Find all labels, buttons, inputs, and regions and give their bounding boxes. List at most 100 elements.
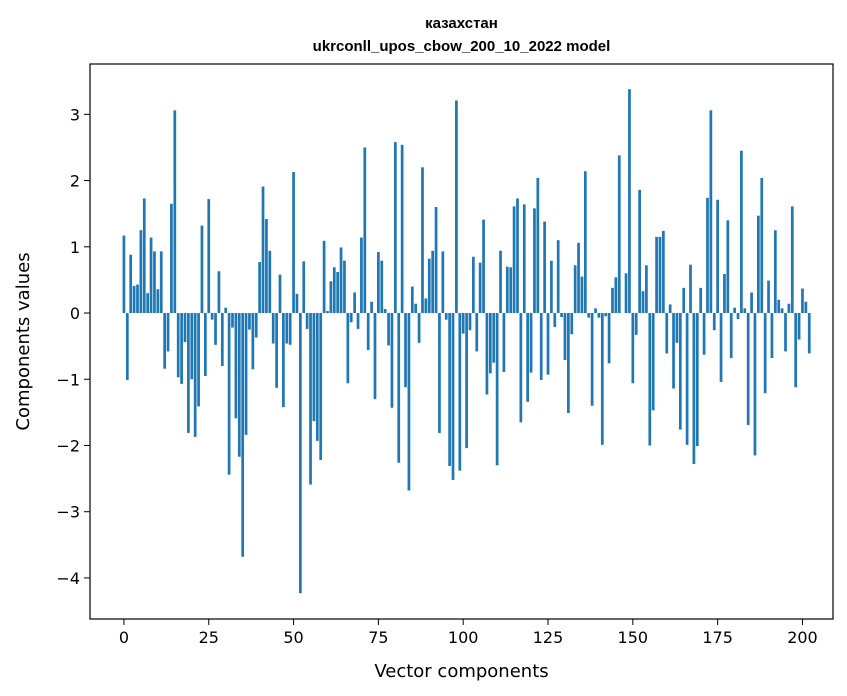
bar-46 xyxy=(278,274,282,314)
bar-153 xyxy=(641,291,645,314)
bar-173 xyxy=(709,110,713,314)
bar-106 xyxy=(482,219,485,314)
bar-67 xyxy=(349,313,353,323)
bar-68 xyxy=(353,292,356,314)
bar-6 xyxy=(142,198,146,314)
bar-101 xyxy=(465,313,468,449)
bar-75 xyxy=(377,252,380,314)
bar-120 xyxy=(529,313,533,373)
bar-0 xyxy=(122,235,126,314)
bar-197 xyxy=(790,206,794,314)
bar-134 xyxy=(577,242,580,314)
bar-117 xyxy=(519,313,523,423)
bar-151 xyxy=(634,313,638,335)
bar-165 xyxy=(682,287,686,314)
bar-64 xyxy=(339,247,343,314)
bar-162 xyxy=(672,313,675,389)
bar-2 xyxy=(129,254,133,314)
bar-44 xyxy=(271,313,275,344)
bar-130 xyxy=(563,313,567,361)
bar-192 xyxy=(773,230,777,314)
bar-195 xyxy=(784,313,787,352)
bar-179 xyxy=(729,313,733,359)
bar-27 xyxy=(214,313,217,345)
bar-108 xyxy=(488,313,492,374)
bar-39 xyxy=(254,313,258,338)
bar-21 xyxy=(193,313,197,437)
bar-100 xyxy=(461,313,465,334)
bar-17 xyxy=(180,313,183,384)
x-axis-label: Vector components xyxy=(374,661,548,682)
bar-99 xyxy=(458,313,462,471)
bar-12 xyxy=(163,313,166,369)
bar-22 xyxy=(197,313,200,407)
bar-198 xyxy=(794,313,798,388)
bar-118 xyxy=(522,204,526,314)
bar-138 xyxy=(590,313,594,406)
x-tick-label: 75 xyxy=(368,628,388,647)
bar-174 xyxy=(712,313,716,331)
bar-200 xyxy=(801,288,804,314)
bar-114 xyxy=(509,267,513,314)
bar-7 xyxy=(146,293,150,314)
bar-90 xyxy=(427,258,431,314)
bar-194 xyxy=(780,308,784,314)
bar-137 xyxy=(587,313,591,318)
bars-group xyxy=(122,89,811,594)
bar-182 xyxy=(740,150,743,314)
bar-145 xyxy=(614,277,618,314)
y-tick-label: 1 xyxy=(70,238,80,257)
bar-1 xyxy=(125,313,129,380)
bar-141 xyxy=(600,313,604,445)
bar-9 xyxy=(153,251,156,314)
bar-65 xyxy=(343,260,346,314)
bar-164 xyxy=(678,313,682,430)
y-tick-label: −3 xyxy=(56,503,80,522)
y-tick-label: 3 xyxy=(70,105,80,124)
bar-149 xyxy=(628,89,631,314)
bar-180 xyxy=(733,307,736,314)
bar-103 xyxy=(472,256,475,314)
bar-45 xyxy=(275,313,278,388)
bar-132 xyxy=(570,313,574,335)
y-tick-label: −1 xyxy=(56,370,80,389)
bar-62 xyxy=(332,267,336,314)
bar-14 xyxy=(170,203,173,314)
bar-168 xyxy=(692,313,696,465)
bar-24 xyxy=(203,313,207,376)
bar-186 xyxy=(753,313,757,456)
bar-69 xyxy=(356,313,360,329)
bar-38 xyxy=(251,313,255,370)
bar-177 xyxy=(723,273,726,314)
bar-159 xyxy=(662,230,665,314)
bar-178 xyxy=(726,220,730,314)
bar-135 xyxy=(580,276,584,314)
bar-115 xyxy=(512,206,516,314)
bar-126 xyxy=(550,260,553,314)
bar-25 xyxy=(207,199,211,314)
bar-187 xyxy=(757,215,760,314)
bar-105 xyxy=(478,262,482,314)
bar-170 xyxy=(699,287,703,314)
x-tick-label: 200 xyxy=(787,628,818,647)
bar-60 xyxy=(326,311,329,314)
bar-107 xyxy=(485,313,489,395)
bar-190 xyxy=(767,280,770,314)
bar-55 xyxy=(309,313,312,485)
bar-57 xyxy=(315,313,319,441)
bar-124 xyxy=(543,221,546,314)
bar-92 xyxy=(434,207,438,314)
bar-72 xyxy=(366,313,370,351)
bar-116 xyxy=(516,198,519,314)
x-tick-label: 25 xyxy=(199,628,219,647)
bar-47 xyxy=(282,313,285,408)
bar-128 xyxy=(556,240,560,314)
bar-35 xyxy=(241,313,245,557)
bar-94 xyxy=(441,251,445,314)
bar-196 xyxy=(787,303,791,314)
bar-8 xyxy=(149,237,153,314)
bar-83 xyxy=(404,313,407,388)
bar-41 xyxy=(261,186,265,314)
bar-26 xyxy=(210,313,214,320)
bar-78 xyxy=(387,313,390,346)
